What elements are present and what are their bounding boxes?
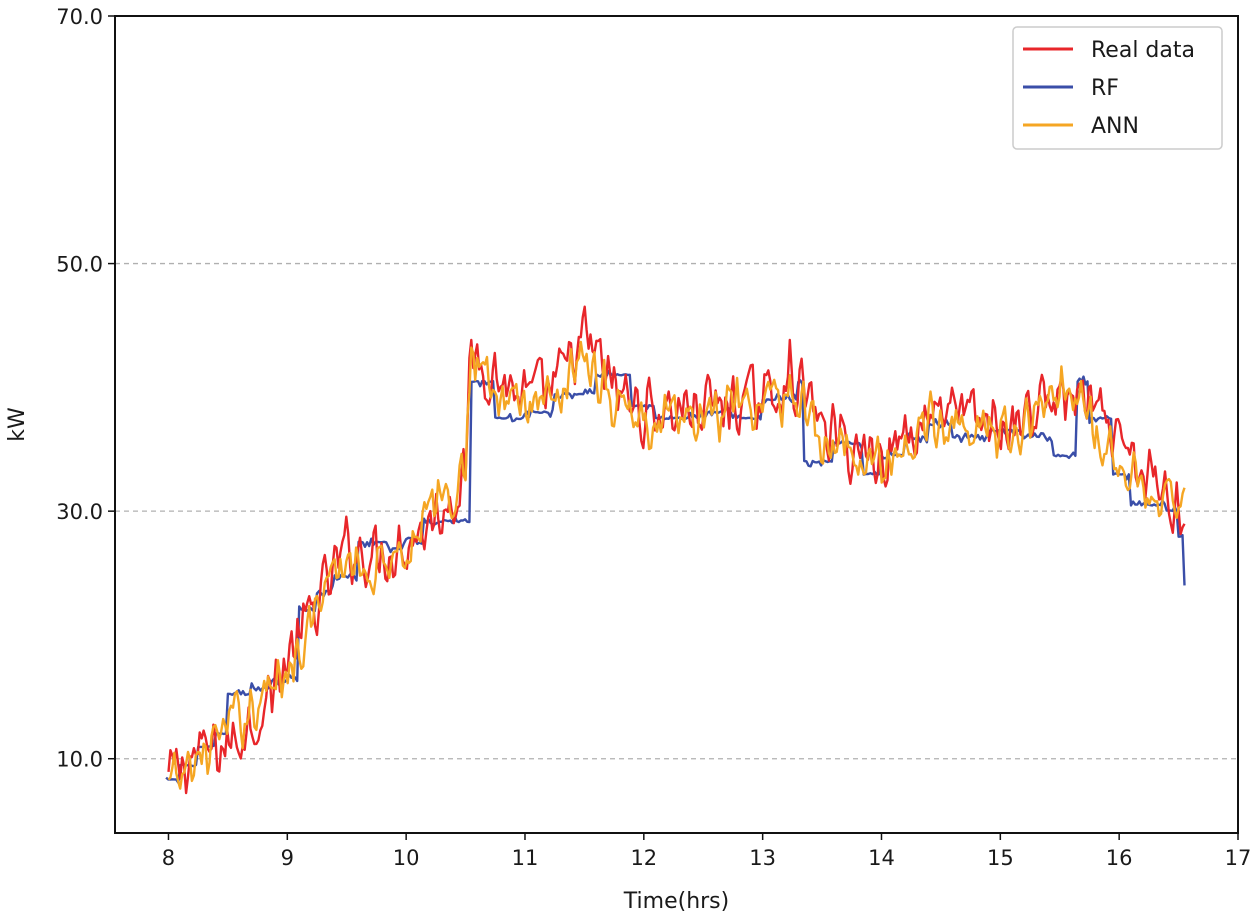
y-tick-label: 70.0 — [56, 5, 103, 29]
series-group — [165, 305, 1186, 795]
x-tick-label: 8 — [162, 846, 175, 870]
x-axis: 8 9 10 11 12 13 14 15 16 17 — [162, 833, 1250, 870]
x-tick-label: 16 — [1106, 846, 1133, 870]
y-tick-label: 10.0 — [56, 748, 103, 772]
y-tick-label: 30.0 — [56, 500, 103, 524]
x-tick-label: 15 — [987, 846, 1014, 870]
legend-box — [1012, 26, 1223, 150]
x-tick-label: 12 — [630, 846, 657, 870]
legend-label-rf: RF — [1091, 76, 1119, 101]
x-tick-label: 11 — [512, 846, 539, 870]
x-axis-label: Time(hrs) — [623, 889, 729, 914]
x-tick-label: 14 — [868, 846, 895, 870]
x-tick-label: 9 — [281, 846, 294, 870]
y-axis: 10.0 30.0 50.0 70.0 — [56, 5, 115, 772]
series-line-real-data — [167, 305, 1186, 795]
x-tick-label: 13 — [749, 846, 776, 870]
x-tick-label: 10 — [393, 846, 420, 870]
series-line-ann — [167, 340, 1186, 790]
legend-label-real-data: Real data — [1091, 38, 1195, 63]
grid-lines — [115, 262, 1238, 760]
plot-frame — [114, 15, 1239, 834]
y-axis-label: kW — [5, 407, 30, 442]
legend-label-ann: ANN — [1091, 114, 1139, 139]
y-tick-label: 50.0 — [56, 253, 103, 277]
x-tick-label: 17 — [1225, 846, 1250, 870]
legend: Real data RF ANN — [1012, 26, 1223, 150]
